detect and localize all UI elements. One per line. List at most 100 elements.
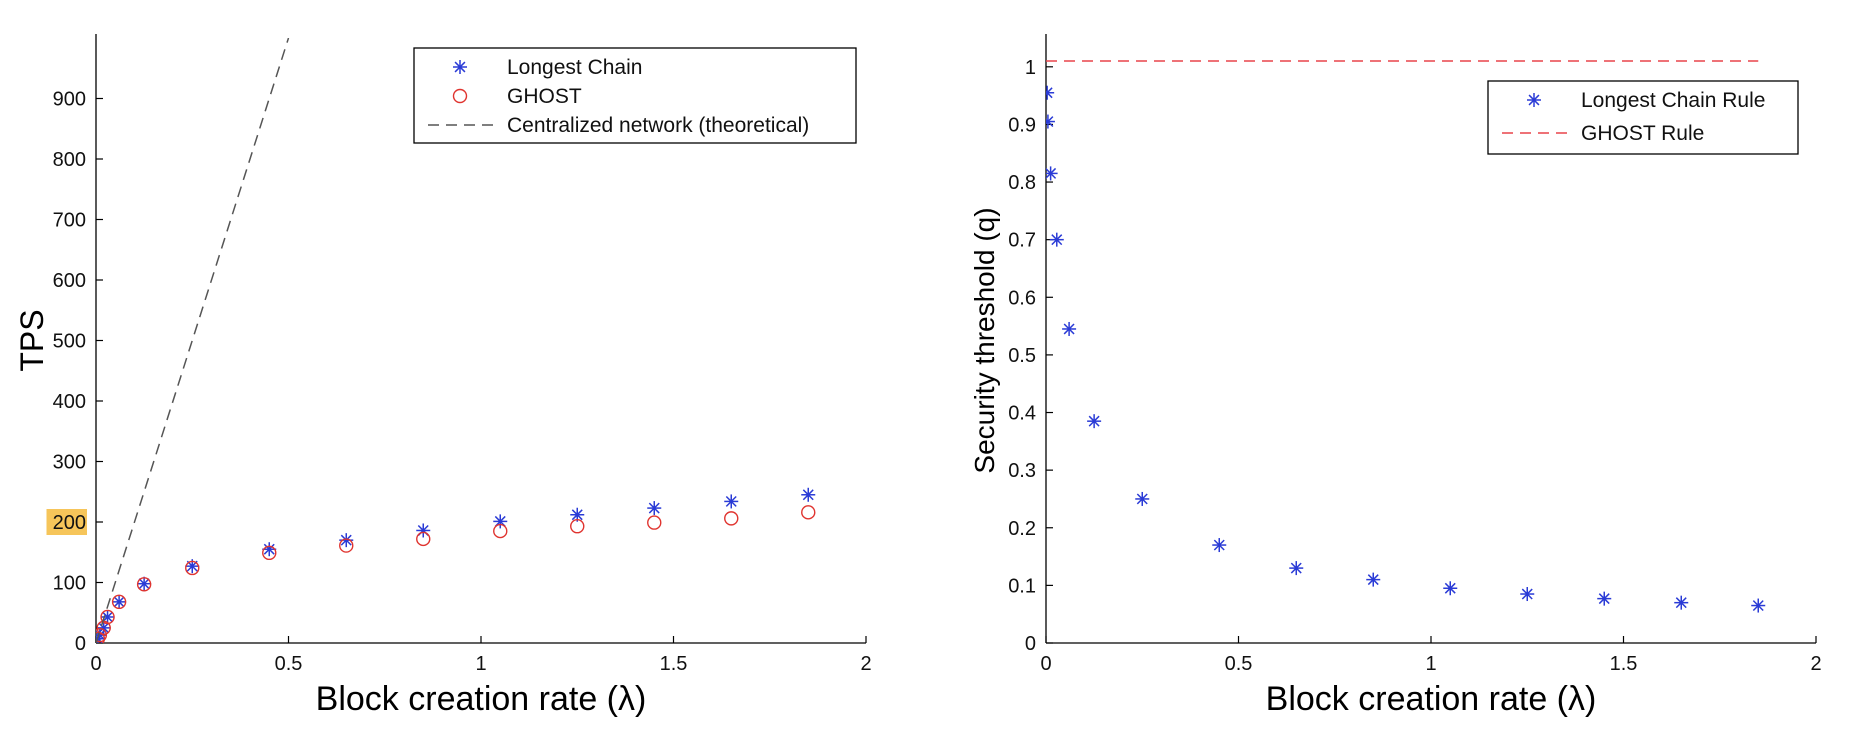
legend: Longest Chain Rule GHOST Rule — [1487, 80, 1799, 155]
data-point-circle — [647, 515, 662, 530]
tps-chart: 0 100 200 300 400 500 600 700 800 900 0 0.5 1 1.5 2 Blo… — [14, 34, 872, 718]
y-tick-label: 100 — [53, 573, 86, 595]
data-point-circle — [262, 545, 277, 561]
y-tick-label: 500 — [53, 331, 86, 353]
y-tick-label: 0.8 — [1008, 172, 1036, 194]
data-point-circle — [111, 594, 127, 610]
asterisk-stroke — [454, 61, 466, 73]
asterisk-stroke — [1046, 167, 1057, 179]
y-tick-label: 0.5 — [1008, 345, 1036, 367]
legend-label: GHOST Rule — [1581, 122, 1704, 145]
data-point-asterisk — [801, 487, 816, 502]
data-point-asterisk — [1062, 321, 1077, 336]
asterisk-stroke — [802, 489, 814, 501]
asterisk-stroke — [1444, 582, 1456, 594]
data-point-asterisk — [1046, 166, 1058, 181]
x-tick-label: 1.5 — [1610, 653, 1638, 675]
x-tick-label: 0 — [1040, 653, 1051, 675]
y-axis-title: TPS — [14, 309, 50, 371]
data-point-circle — [801, 505, 816, 520]
x-axis-title: Block creation rate (λ) — [316, 680, 647, 718]
data-point-asterisk — [1046, 85, 1055, 100]
legend-label: Longest Chain Rule — [1581, 89, 1765, 112]
data-point-asterisk — [1674, 595, 1689, 610]
data-point-asterisk — [1520, 587, 1535, 602]
legend-symbol-circle — [452, 88, 468, 104]
asterisk-stroke — [1675, 597, 1687, 609]
data-point-asterisk — [1443, 581, 1458, 596]
y-tick-label: 0.2 — [1008, 518, 1036, 540]
asterisk-stroke — [1752, 600, 1764, 612]
asterisk-stroke — [1213, 539, 1225, 551]
data-point-asterisk — [1087, 414, 1102, 429]
asterisk-stroke — [113, 596, 125, 608]
data-point-circle — [570, 519, 585, 534]
x-tick-label: 0.5 — [275, 653, 303, 675]
asterisk-stroke — [340, 534, 352, 546]
data-point-asterisk — [1289, 561, 1304, 576]
asterisk-stroke — [725, 495, 737, 507]
legend-symbol-asterisk — [1527, 93, 1541, 107]
asterisk-stroke — [1290, 562, 1302, 574]
data-point-asterisk — [100, 609, 115, 624]
data-point-asterisk — [1751, 598, 1766, 613]
asterisk-stroke — [1063, 323, 1075, 335]
y-tick-highlight — [46, 509, 87, 535]
series-line — [96, 38, 290, 643]
asterisk-stroke — [648, 502, 660, 514]
data-point-asterisk — [1046, 114, 1055, 129]
y-tick-label: 600 — [53, 270, 86, 292]
y-tick-label: 200 — [53, 512, 86, 534]
y-tick-label: 900 — [53, 89, 86, 111]
y-tick-label: 400 — [53, 391, 86, 413]
x-tick-label: 0.5 — [1225, 653, 1253, 675]
x-tick-label: 1 — [1425, 653, 1436, 675]
data-point-circle — [96, 627, 108, 643]
data-point-asterisk — [1366, 572, 1381, 587]
data-point-circle — [100, 609, 115, 625]
data-point-asterisk — [1135, 491, 1150, 506]
plot-area — [96, 38, 816, 643]
y-axis-title: Security threshold (q) — [969, 207, 1000, 473]
y-tick-label: 0 — [75, 633, 86, 655]
x-tick-label: 2 — [860, 653, 871, 675]
data-point-circle — [416, 531, 431, 547]
asterisk-stroke — [98, 622, 110, 634]
asterisk-stroke — [1046, 87, 1053, 95]
legend-box — [413, 47, 857, 144]
x-axis-title: Block creation rate (λ) — [1266, 680, 1597, 718]
plot-area — [1046, 60, 1766, 613]
data-point-asterisk — [339, 533, 354, 548]
y-tick-label: 0.1 — [1008, 575, 1036, 597]
data-point-asterisk — [137, 576, 152, 591]
legend-label: Longest Chain — [507, 56, 642, 79]
y-tick-label: 1 — [1025, 57, 1036, 79]
legend-box — [1487, 80, 1799, 155]
data-point-circle — [493, 523, 508, 539]
asterisk-stroke — [571, 509, 583, 521]
y-tick-label: 700 — [53, 210, 86, 232]
asterisk-stroke — [1521, 588, 1533, 600]
data-point-circle — [185, 560, 200, 576]
asterisk-stroke — [1367, 574, 1379, 586]
asterisk-stroke — [102, 611, 114, 623]
x-tick-label: 0 — [90, 653, 101, 675]
x-tick-label: 2 — [1810, 653, 1821, 675]
data-point-asterisk — [724, 494, 739, 509]
data-point-asterisk — [647, 501, 662, 516]
data-point-asterisk — [1212, 538, 1227, 553]
asterisk-stroke — [1088, 415, 1100, 427]
data-point-asterisk — [112, 594, 127, 609]
y-tick-label: 0 — [1025, 633, 1036, 655]
y-tick-label: 0.6 — [1008, 287, 1036, 309]
security-threshold-chart: 0 0.1 0.2 0.3 0.4 0.5 0.6 0.7 0.8 0.9 1 0 0.5 1 1.5 2 Bl… — [969, 34, 1822, 718]
data-point-asterisk — [96, 620, 111, 635]
asterisk-stroke — [263, 543, 275, 555]
asterisk-stroke — [138, 578, 150, 590]
legend-symbol-asterisk — [453, 60, 467, 74]
legend-label: Centralized network (theoretical) — [507, 114, 809, 137]
asterisk-stroke — [1136, 493, 1148, 505]
x-tick-label: 1 — [475, 653, 486, 675]
y-tick-label: 0.4 — [1008, 403, 1036, 425]
